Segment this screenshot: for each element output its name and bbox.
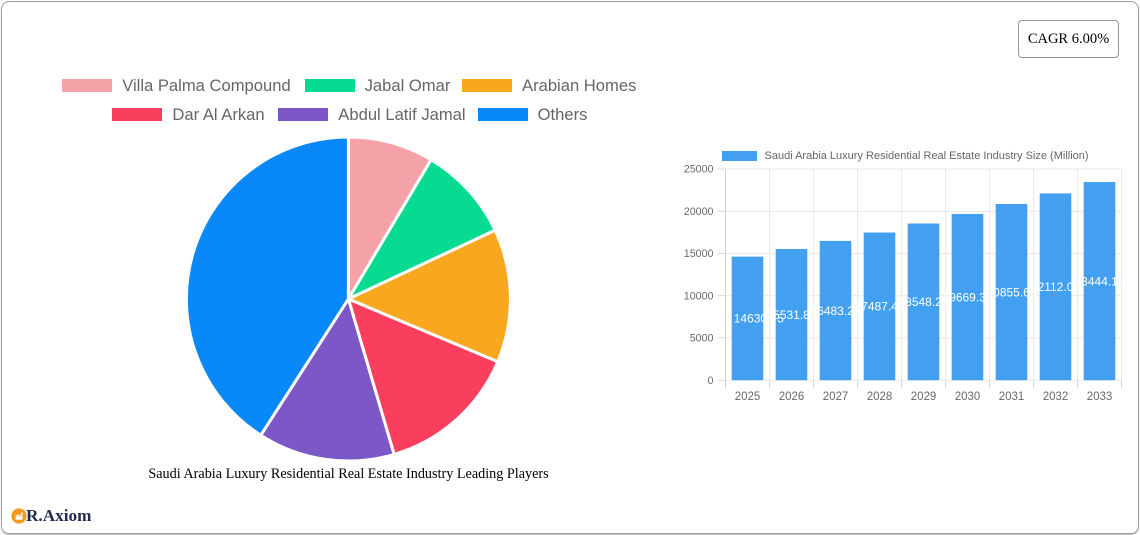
svg-text:17487.44: 17487.44 [854, 300, 904, 314]
svg-text:25000: 25000 [684, 164, 714, 176]
svg-text:2028: 2028 [867, 391, 893, 403]
svg-text:22112.05: 22112.05 [1031, 280, 1080, 294]
svg-text:2033: 2033 [1087, 391, 1113, 403]
svg-text:2029: 2029 [911, 391, 937, 403]
svg-text:0: 0 [708, 375, 714, 387]
svg-text:20000: 20000 [684, 206, 714, 218]
svg-text:2025: 2025 [735, 391, 761, 403]
svg-text:23444.15: 23444.15 [1074, 274, 1124, 288]
svg-text:2031: 2031 [999, 391, 1025, 403]
svg-text:20855.65: 20855.65 [986, 285, 1036, 299]
svg-text:15531.84: 15531.84 [766, 308, 816, 322]
svg-text:18548.25: 18548.25 [898, 295, 948, 309]
svg-text:2027: 2027 [823, 391, 849, 403]
svg-text:5000: 5000 [690, 333, 714, 345]
svg-text:2026: 2026 [779, 391, 805, 403]
svg-text:2032: 2032 [1043, 391, 1069, 403]
svg-text:2030: 2030 [955, 391, 981, 403]
svg-text:16483.27: 16483.27 [810, 304, 860, 318]
svg-text:10000: 10000 [684, 290, 714, 302]
svg-text:14630.75: 14630.75 [734, 312, 784, 326]
svg-text:19669.35: 19669.35 [942, 290, 992, 304]
svg-text:15000: 15000 [684, 248, 714, 260]
